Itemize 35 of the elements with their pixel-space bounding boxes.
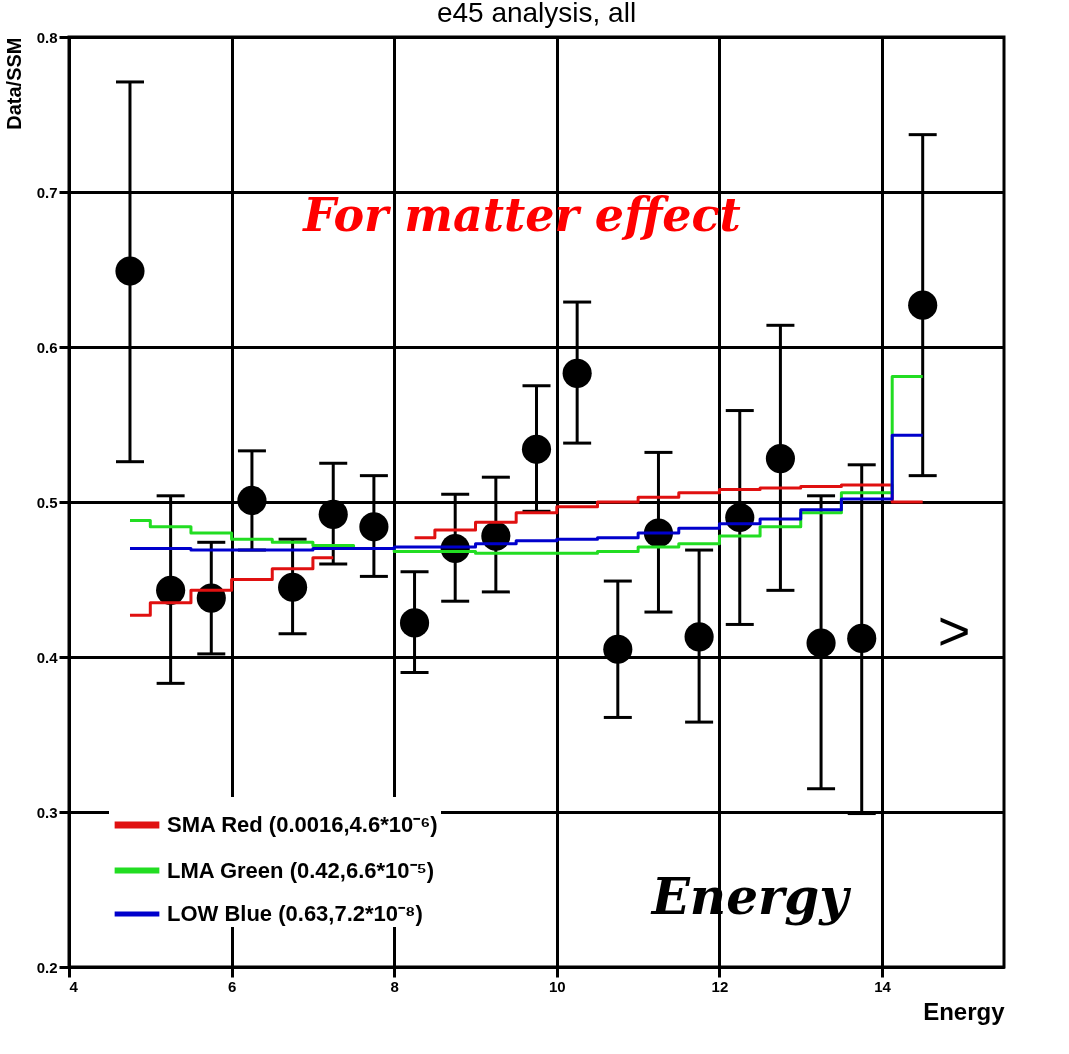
x-tick-label: 14 xyxy=(874,977,892,995)
y-axis-title: Data/SSM xyxy=(2,37,25,130)
y-tick-label: 0.3 xyxy=(36,803,58,821)
point xyxy=(847,623,877,653)
point xyxy=(359,512,389,542)
x-tick-label: 4 xyxy=(69,977,79,995)
legend-label: LOW Blue (0.63,7.2*10⁻⁸) xyxy=(167,901,423,926)
y-tick-label: 0.2 xyxy=(36,958,58,976)
legend-label: SMA Red (0.0016,4.6*10⁻⁶) xyxy=(167,812,438,837)
x-tick-label: 10 xyxy=(548,977,566,995)
x-tick-label: 6 xyxy=(227,977,237,995)
point xyxy=(765,444,795,474)
point xyxy=(908,290,938,320)
point xyxy=(115,256,145,286)
point xyxy=(562,358,592,388)
y-tick-label: 0.4 xyxy=(36,648,59,666)
point xyxy=(521,434,552,464)
y-tick-label: 0.7 xyxy=(36,183,58,201)
y-tick-label: 0.5 xyxy=(36,493,58,511)
y-tick-label: 0.8 xyxy=(36,28,58,46)
point xyxy=(156,575,186,605)
x-tick-label: 12 xyxy=(711,977,729,995)
point xyxy=(399,608,430,638)
x-axis-title: Energy xyxy=(923,997,1006,1025)
x-tick-label: 8 xyxy=(390,977,399,995)
point xyxy=(684,622,714,652)
legend-label: LMA Green (0.42,6.6*10⁻⁵) xyxy=(167,857,435,883)
point xyxy=(237,485,267,515)
point xyxy=(318,499,348,529)
annotation: > xyxy=(937,599,971,662)
point xyxy=(603,634,633,664)
point xyxy=(278,572,308,602)
y-tick-label: 0.6 xyxy=(36,338,58,356)
chart-title: e45 analysis, all xyxy=(436,0,637,28)
point xyxy=(806,628,836,658)
